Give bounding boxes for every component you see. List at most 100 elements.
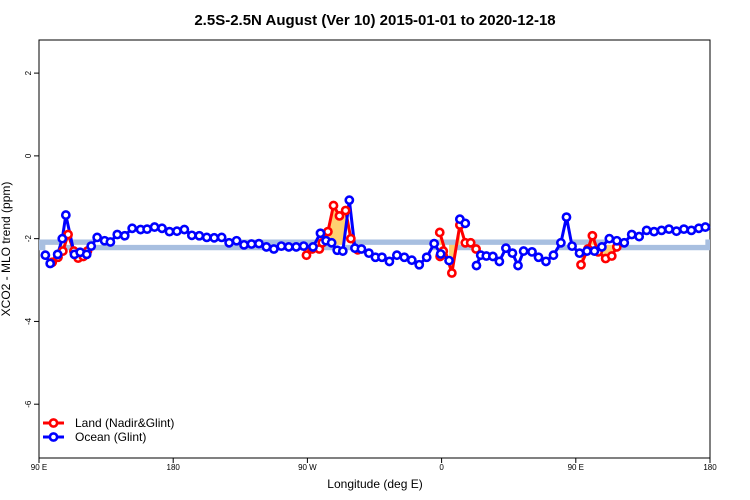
ocean-point (460, 218, 471, 229)
land-point (334, 210, 345, 221)
ocean-point (567, 241, 577, 252)
ocean-point (52, 249, 63, 260)
ocean-point (391, 250, 402, 261)
y-tick-label: -2 (24, 235, 33, 243)
land-point (606, 251, 617, 261)
x-axis-label: Longitude (deg E) (327, 477, 422, 491)
ocean-point (435, 249, 446, 259)
ocean-point (501, 243, 511, 254)
ocean-point (112, 229, 123, 240)
ocean-point (194, 230, 205, 241)
ocean-point (254, 238, 264, 249)
ocean-point (604, 233, 615, 244)
ocean-point (619, 237, 630, 248)
x-tick-label: 90 W (298, 463, 317, 472)
ocean-point (239, 239, 249, 250)
y-axis-label: XCO2 - MLO trend (ppm) (0, 182, 13, 317)
ocean-point (513, 260, 523, 271)
land-point (301, 250, 312, 261)
ocean-point (164, 226, 175, 237)
legend-marker (48, 418, 59, 428)
ocean-point (471, 260, 482, 271)
ocean-point (589, 246, 600, 256)
ocean-point (157, 223, 167, 234)
ocean-point (268, 244, 279, 254)
ocean-point (40, 250, 51, 261)
chart-title: 2.5S-2.5N August (Ver 10) 2015-01-01 to … (194, 12, 555, 29)
ocean-point (127, 223, 138, 234)
legend-label: Land (Nadir&Glint) (75, 416, 174, 430)
x-tick-label: 180 (167, 463, 181, 472)
ocean-point (649, 226, 659, 237)
ocean-point (209, 232, 220, 243)
x-tick-label: 0 (439, 463, 444, 472)
ocean-point (548, 250, 559, 261)
ocean-point (686, 225, 697, 236)
ocean-point (231, 235, 242, 246)
land-point (323, 226, 333, 237)
ocean-point (414, 259, 425, 270)
ocean-point (216, 232, 227, 243)
ocean-point (201, 232, 212, 243)
ocean-point (179, 224, 190, 235)
ocean-point (283, 242, 294, 252)
ocean-point (276, 241, 287, 252)
land-point (345, 233, 356, 244)
ocean-point (533, 252, 544, 263)
ocean-point (81, 249, 92, 260)
ocean-point (611, 235, 622, 246)
ocean-point (671, 226, 682, 237)
y-axis: 2 0 -2 -4 -6 (24, 70, 39, 408)
legend: Land (Nadir&Glint)Ocean (Glint) (43, 416, 174, 444)
land-point (446, 268, 457, 278)
series-points (40, 195, 711, 278)
ocean-point (679, 224, 689, 235)
ocean-point (261, 242, 272, 252)
legend-label: Ocean (Glint) (75, 430, 146, 444)
ocean-point (45, 258, 56, 269)
land-point (465, 237, 476, 248)
ocean-point (596, 242, 607, 252)
ocean-point (60, 210, 71, 220)
ocean-point (57, 233, 68, 244)
ocean-point (344, 195, 355, 206)
land-point (576, 259, 586, 270)
land-point (340, 205, 351, 216)
ocean-point (105, 237, 116, 247)
ocean-point (421, 252, 432, 263)
land-point (434, 227, 445, 238)
ocean-point (186, 230, 197, 241)
ocean-point (291, 242, 302, 252)
ocean-point (119, 230, 130, 241)
y-tick-label: 2 (24, 70, 33, 75)
ocean-point (224, 237, 235, 248)
ocean-point (86, 241, 97, 252)
ocean-point (172, 226, 182, 237)
ocean-point (315, 228, 326, 239)
ocean-point (518, 246, 529, 256)
ocean-point (384, 256, 395, 267)
ocean-point (337, 246, 348, 256)
legend-marker (48, 432, 59, 442)
x-tick-label: 180 (703, 463, 717, 472)
ocean-point (494, 256, 505, 267)
ocean-point (656, 225, 667, 236)
ocean-point (634, 231, 645, 242)
ocean-point (308, 242, 318, 252)
fill-ocean-0 (45, 200, 450, 265)
ocean-point (406, 255, 417, 266)
ocean-point (487, 251, 498, 262)
ocean-point (541, 256, 551, 267)
ocean-point (527, 246, 537, 257)
y-tick-label: -6 (24, 400, 33, 408)
x-axis: 90 E 180 90 W 0 90 E 180 (31, 458, 717, 472)
y-tick-label: 0 (24, 153, 33, 158)
ocean-point (142, 224, 153, 235)
ocean-point (399, 252, 410, 263)
ocean-point (582, 246, 592, 256)
ocean-point (149, 222, 160, 232)
ocean-point (246, 239, 257, 249)
land-point (587, 230, 598, 241)
x-tick-label: 90 E (568, 463, 584, 472)
